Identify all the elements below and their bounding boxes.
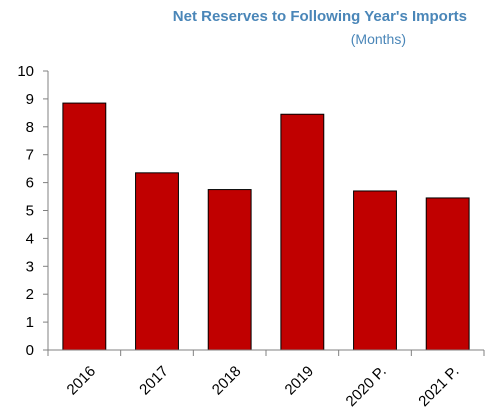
bar-2018 [207, 189, 252, 351]
bars [62, 102, 470, 351]
x-tick-label: 2018 [209, 363, 245, 399]
y-tick-label: 1 [26, 314, 34, 331]
x-tick-label: 2021 P. [415, 363, 462, 410]
bar-2016 [62, 102, 107, 351]
y-tick-label: 3 [26, 258, 34, 275]
chart-subtitle: (Months) [350, 31, 406, 47]
x-tick-label: 2020 P. [343, 363, 390, 410]
y-axis: 0 1 2 3 4 5 6 7 8 9 10 [17, 63, 49, 359]
y-tick-label: 6 [26, 175, 34, 192]
bar-2021-p [425, 197, 470, 351]
bar-2020-p [353, 190, 397, 351]
x-tick-label: 2017 [136, 363, 172, 399]
bar-2019 [280, 113, 325, 351]
y-tick-label: 2 [26, 286, 34, 303]
x-tick-label: 2016 [64, 363, 100, 399]
bar-2017 [135, 172, 179, 351]
y-tick-label: 9 [26, 91, 34, 108]
y-tick-label: 10 [17, 63, 34, 80]
y-tick-label: 0 [26, 342, 34, 359]
x-axis: 2016 2017 2018 2019 2020 P. 2021 P. [47, 349, 485, 410]
chart-title: Net Reserves to Following Year's Imports [172, 8, 467, 25]
y-tick-label: 4 [26, 230, 34, 247]
y-tick-label: 8 [26, 119, 34, 136]
x-tick-label: 2019 [282, 363, 318, 399]
y-tick-label: 7 [26, 147, 34, 164]
y-tick-label: 5 [26, 203, 34, 220]
